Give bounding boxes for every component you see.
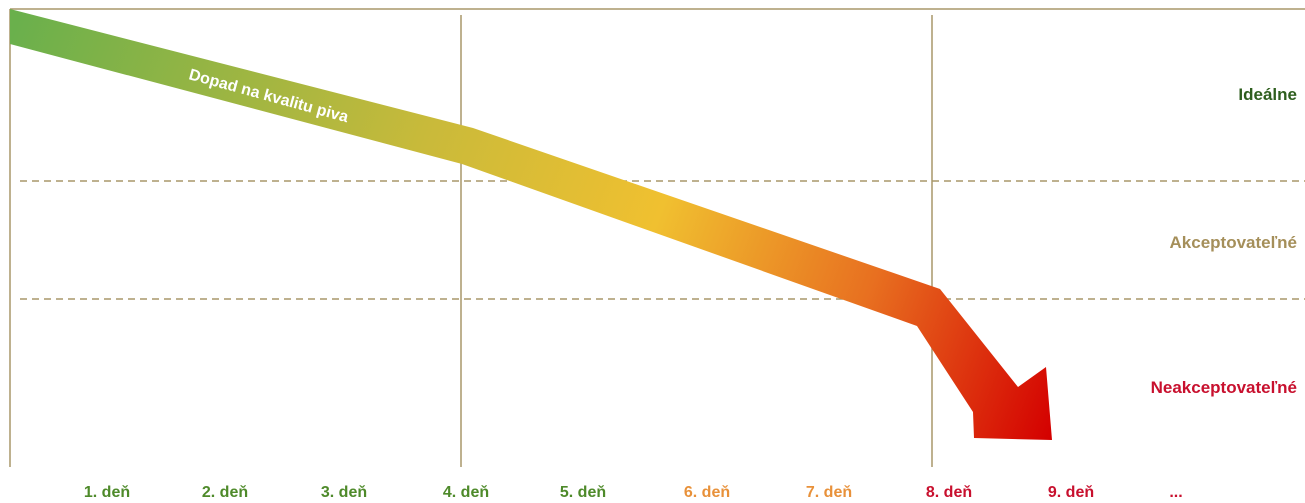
day-label: 3. deň (321, 484, 367, 501)
day-label: 9. deň (1048, 484, 1094, 501)
day-label: ... (1169, 484, 1182, 501)
quality-decline-arrow (10, 9, 1052, 440)
zone-label-neakceptovatelne: Neakceptovateľné (1151, 378, 1297, 397)
day-label: 6. deň (684, 484, 730, 501)
day-label: 7. deň (806, 484, 852, 501)
zone-label-akceptovatelne: Akceptovateľné (1170, 233, 1297, 252)
day-axis: 1. deň 2. deň 3. deň 4. deň 5. deň 6. de… (84, 484, 1183, 501)
zone-label-idealne: Ideálne (1238, 85, 1297, 104)
day-label: 5. deň (560, 484, 606, 501)
day-label: 4. deň (443, 484, 489, 501)
day-label: 8. deň (926, 484, 972, 501)
day-label: 1. deň (84, 484, 130, 501)
day-label: 2. deň (202, 484, 248, 501)
